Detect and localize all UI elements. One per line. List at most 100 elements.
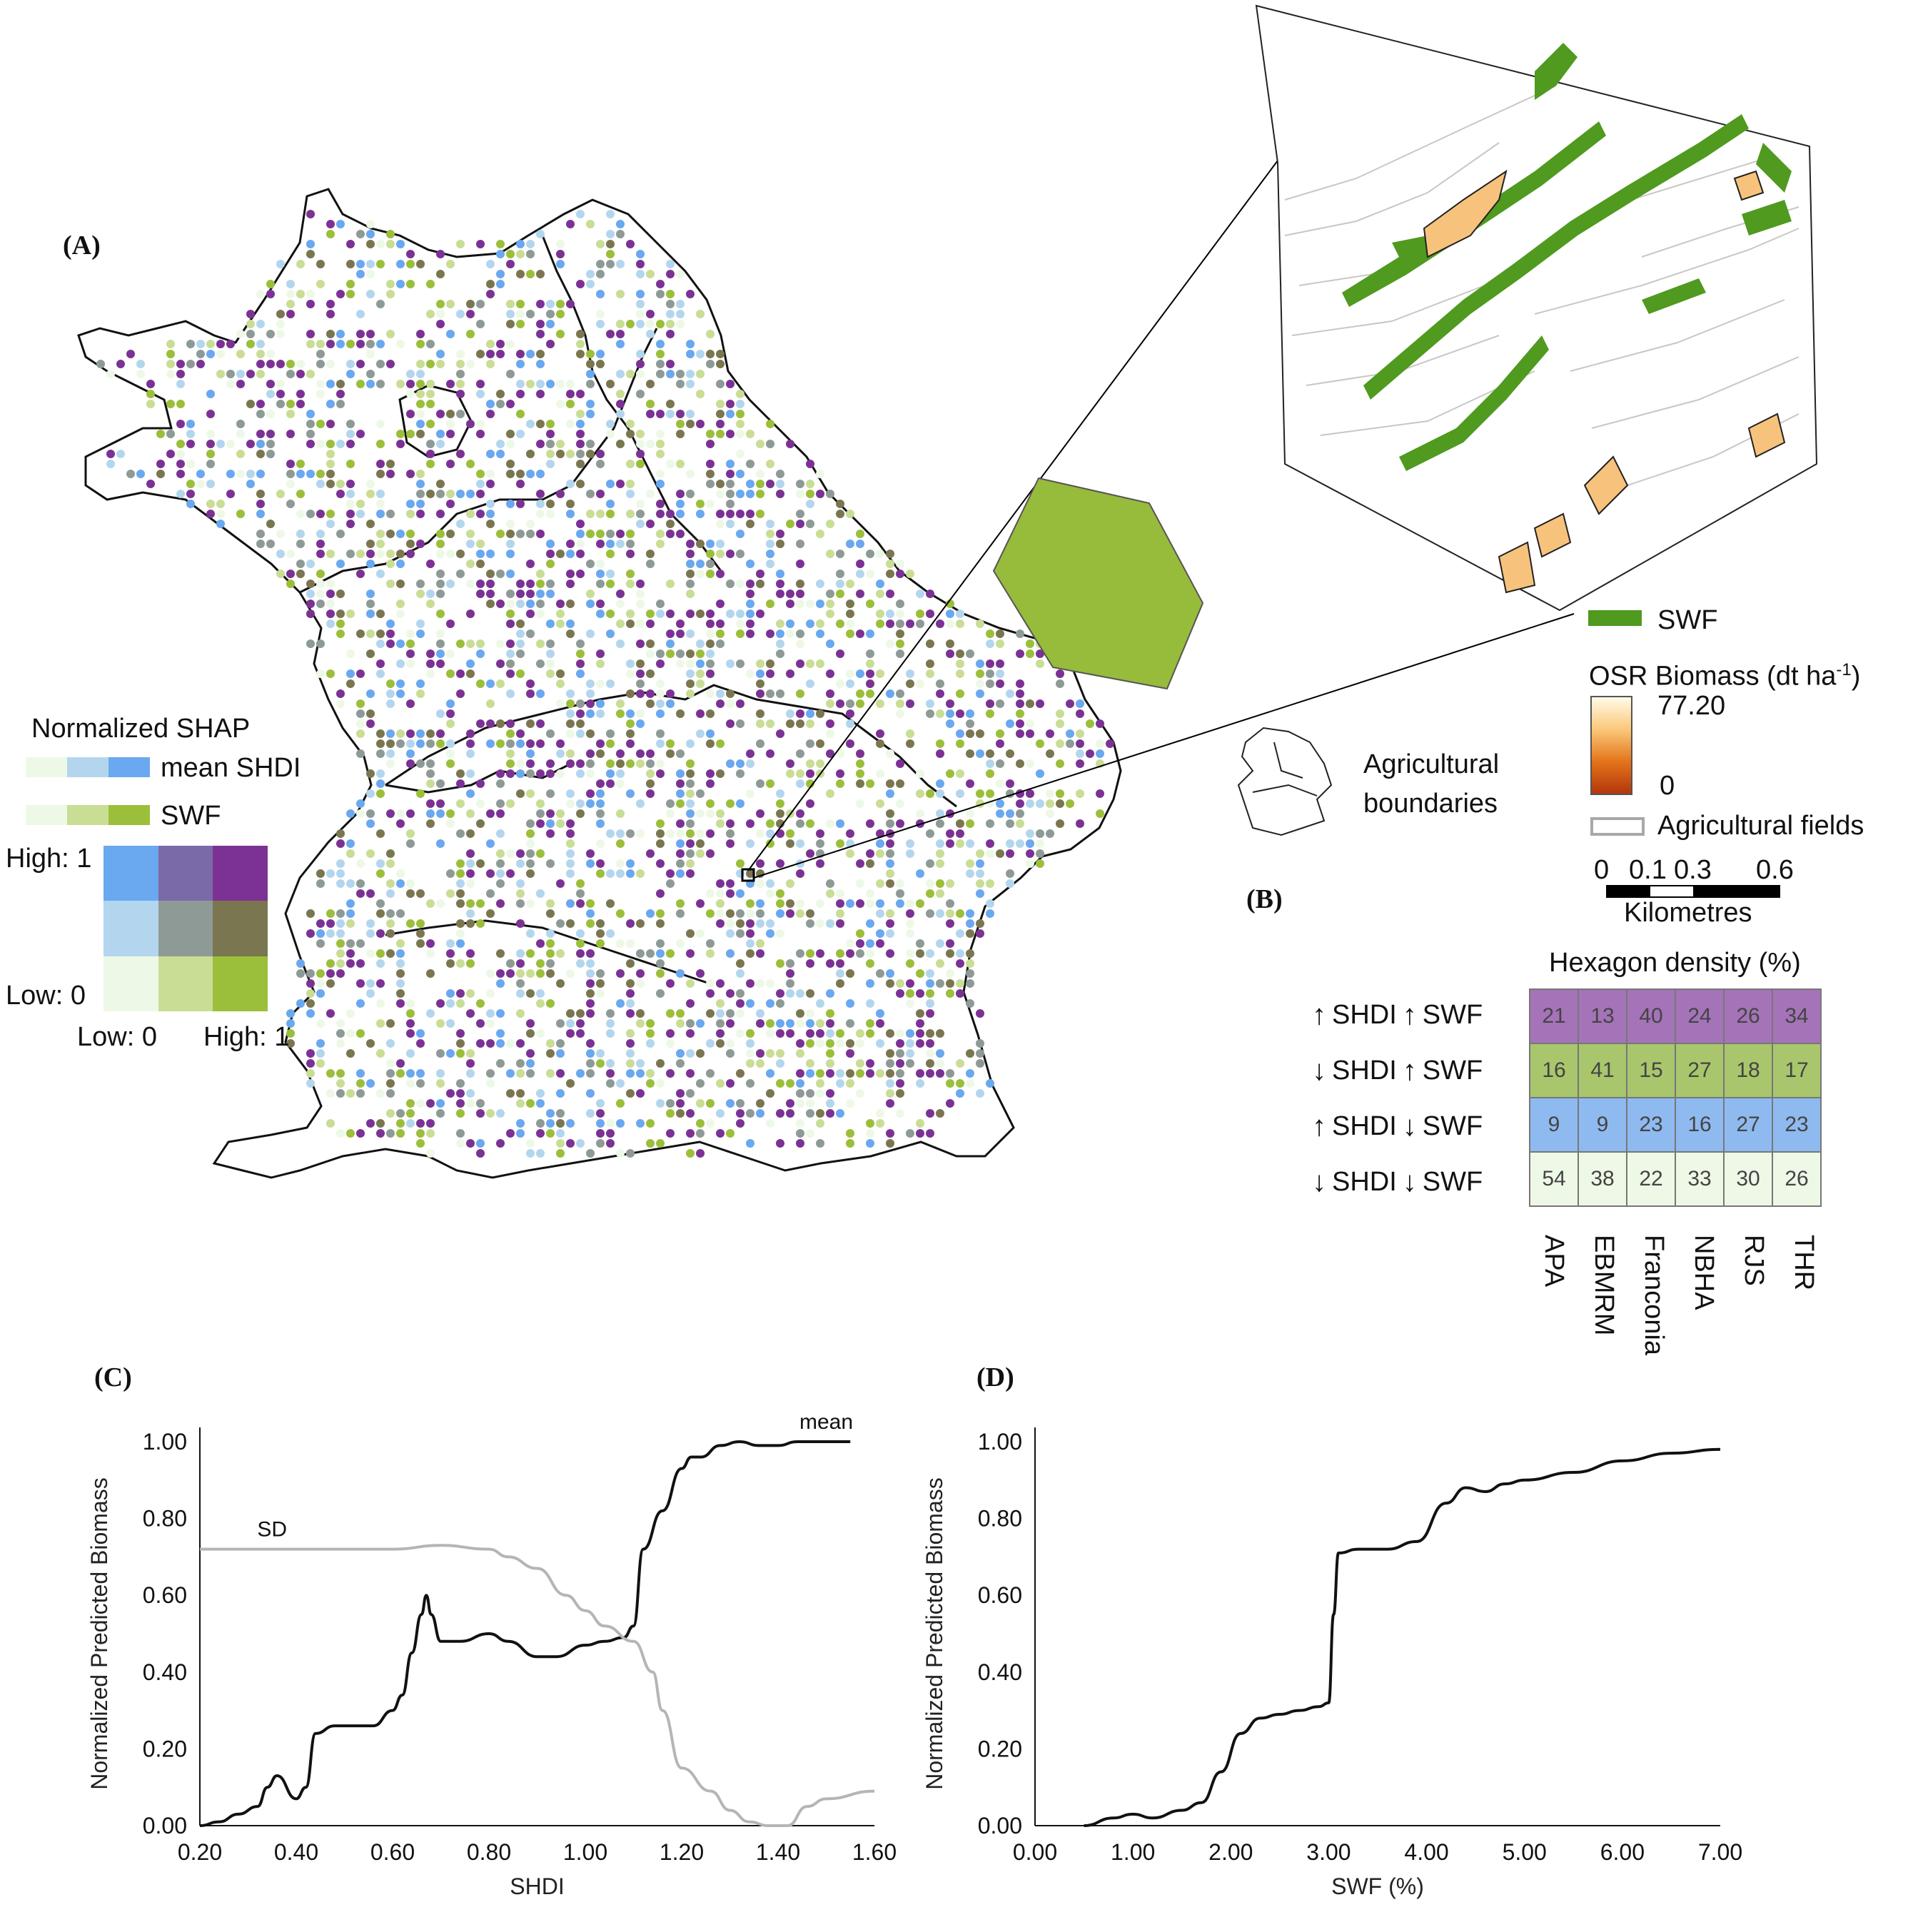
hexagon-cell bbox=[686, 1029, 695, 1038]
hexagon-cell bbox=[386, 240, 395, 248]
hexagon-cell bbox=[686, 999, 695, 1008]
hexagon-cell bbox=[516, 480, 525, 488]
hexagon-cell bbox=[546, 440, 555, 448]
hexagon-cell bbox=[866, 1129, 874, 1138]
hexagon-cell bbox=[896, 629, 904, 638]
hexagon-cell bbox=[346, 240, 355, 248]
hexagon-cell bbox=[786, 959, 794, 968]
hexagon-cell bbox=[606, 1069, 615, 1078]
hexagon-cell bbox=[546, 649, 555, 658]
hexagon-cell bbox=[666, 1099, 675, 1108]
hexagon-cell bbox=[506, 749, 515, 758]
density-row: 54 38 22 33 30 26 bbox=[1529, 1151, 1822, 1207]
hexagon-cell bbox=[626, 729, 635, 738]
hexagon-cell bbox=[336, 380, 345, 388]
hexagon-cell bbox=[1086, 719, 1094, 728]
hexagon-cell bbox=[326, 400, 335, 408]
hexagon-cell bbox=[436, 1049, 445, 1058]
hexagon-cell bbox=[566, 480, 575, 488]
hexagon-cell bbox=[626, 480, 635, 488]
hexagon-cell bbox=[516, 849, 525, 858]
hexagon-cell bbox=[956, 769, 964, 778]
hexagon-cell bbox=[1006, 689, 1014, 698]
hexagon-cell bbox=[406, 739, 415, 748]
hexagon-cell bbox=[796, 1039, 804, 1048]
hexagon-cell bbox=[406, 280, 415, 288]
hexagon-cell bbox=[786, 969, 794, 978]
hexagon-cell bbox=[526, 819, 535, 828]
hexagon-cell bbox=[806, 1069, 814, 1078]
hexagon-cell bbox=[1006, 749, 1014, 758]
hexagon-cell bbox=[726, 1039, 735, 1048]
hexagon-cell bbox=[1046, 729, 1054, 738]
hexagon-cell bbox=[886, 1069, 894, 1078]
hexagon-cell bbox=[926, 999, 934, 1008]
hexagon-cell bbox=[366, 230, 375, 238]
hexagon-cell bbox=[806, 719, 814, 728]
hexagon-cell bbox=[316, 1019, 325, 1028]
hexagon-cell bbox=[986, 849, 994, 858]
hexagon-cell bbox=[856, 629, 864, 638]
hexagon-cell bbox=[376, 340, 385, 348]
hexagon-cell bbox=[396, 659, 405, 668]
hexagon-cell bbox=[526, 240, 535, 248]
hexagon-cell bbox=[946, 919, 954, 928]
hexagon-cell bbox=[866, 679, 874, 688]
hexagon-cell bbox=[666, 360, 675, 368]
hexagon-cell bbox=[386, 699, 395, 708]
hexagon-cell bbox=[446, 460, 455, 468]
hexagon-cell bbox=[476, 300, 485, 308]
hexagon-cell bbox=[376, 739, 385, 748]
hexagon-cell bbox=[836, 1029, 844, 1038]
hexagon-cell bbox=[476, 679, 485, 688]
chart-swf: 0.00 1.00 2.00 3.00 4.00 5.00 6.00 7.000.000.20… bbox=[922, 1427, 1742, 1899]
hexagon-cell bbox=[736, 759, 744, 768]
hexagon-cell bbox=[336, 610, 345, 618]
hexagon-cell bbox=[646, 759, 655, 768]
hexagon-cell bbox=[536, 1129, 545, 1138]
hexagon-cell bbox=[946, 769, 954, 778]
hexagon-cell bbox=[576, 659, 585, 668]
hexagon-cell bbox=[756, 440, 764, 448]
hexagon-cell bbox=[1076, 759, 1084, 768]
hexagon-cell bbox=[596, 1119, 605, 1128]
hexagon-cell bbox=[286, 1029, 295, 1038]
swf-legend-label: SWF bbox=[1657, 605, 1718, 635]
hexagon-cell bbox=[926, 1129, 934, 1138]
hexagon-cell bbox=[936, 879, 944, 888]
hexagon-cell bbox=[486, 510, 495, 518]
hexagon-cell bbox=[586, 689, 595, 698]
hexagon-cell bbox=[396, 819, 405, 828]
hexagon-cell bbox=[746, 759, 754, 768]
hexagon-cell bbox=[1026, 699, 1034, 708]
hexagon-cell bbox=[386, 929, 395, 938]
hexagon-cell bbox=[336, 689, 345, 698]
hexagon-cell bbox=[346, 649, 355, 658]
hexagon-cell bbox=[606, 869, 615, 878]
hexagon-cell bbox=[366, 689, 375, 698]
hexagon-cell bbox=[416, 1119, 425, 1128]
hexagon-cell bbox=[416, 500, 425, 508]
hexagon-cell bbox=[616, 540, 625, 548]
hexagon-cell bbox=[406, 639, 415, 648]
hexagon-cell bbox=[466, 789, 475, 798]
hexagon-cell bbox=[726, 879, 735, 888]
hexagon-cell bbox=[656, 370, 665, 378]
hexagon-cell bbox=[416, 739, 425, 748]
y-tick-label: 0.60 bbox=[143, 1582, 187, 1608]
hexagon-cell bbox=[796, 560, 804, 568]
hexagon-cell bbox=[546, 939, 555, 948]
hexagon-cell bbox=[586, 989, 595, 998]
hexagon-cell bbox=[606, 380, 615, 388]
hexagon-cell bbox=[306, 560, 315, 568]
hexagon-cell bbox=[626, 789, 635, 798]
hexagon-cell bbox=[566, 400, 575, 408]
hexagon-cell bbox=[436, 1109, 445, 1118]
hexagon-cell bbox=[376, 1119, 385, 1128]
hexagon-cell bbox=[1056, 669, 1064, 678]
hexagon-cell bbox=[646, 1029, 655, 1038]
hexagon-cell bbox=[1026, 839, 1034, 848]
row-label-swf: SWF bbox=[1422, 1000, 1483, 1030]
hexagon-cell bbox=[256, 320, 265, 328]
hexagon-cell bbox=[746, 999, 754, 1008]
